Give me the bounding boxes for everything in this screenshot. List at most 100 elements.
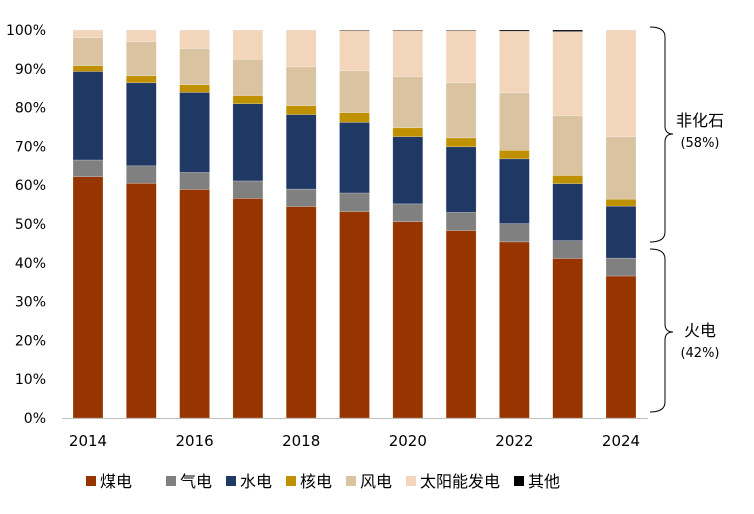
- legend-label: 核电: [300, 472, 332, 491]
- bar-segment-2023-4: [552, 115, 584, 176]
- bar-segment-2022-2: [499, 158, 530, 224]
- legend-item: 风电: [346, 472, 392, 491]
- legend-swatch: [226, 476, 236, 486]
- bar-segment-2023-2: [552, 183, 584, 241]
- y-tick-label: 50%: [15, 217, 46, 233]
- legend-label: 太阳能发电: [420, 472, 500, 491]
- bar-segment-2016-2: [179, 92, 210, 173]
- legend-label: 气电: [180, 472, 212, 491]
- legend-swatch: [286, 476, 296, 486]
- x-axis: 2014 2016 2018 2020 2022 2024: [69, 432, 640, 450]
- bar-segment-2014-5: [72, 29, 104, 39]
- bar-segment-2023-6: [552, 29, 584, 32]
- bar-segment-2023-3: [552, 175, 584, 184]
- bar-segment-2019-6: [339, 29, 370, 31]
- annotation-sub: (58%): [680, 136, 719, 151]
- bar-segment-2024-2: [605, 205, 637, 259]
- x-tick-label: 2016: [176, 432, 214, 450]
- x-tick-label: 2018: [282, 432, 320, 450]
- legend-label: 水电: [240, 472, 272, 491]
- bar-segment-2021-5: [445, 30, 477, 84]
- bar-segment-2023-5: [552, 31, 584, 117]
- bar-segment-2024-1: [605, 257, 637, 277]
- bar-segment-2014-2: [72, 71, 104, 161]
- bar-segment-2022-6: [499, 29, 530, 32]
- bar-segment-2021-4: [445, 82, 477, 139]
- bar-segment-2022-5: [499, 30, 530, 94]
- x-tick-label: 2024: [602, 432, 640, 450]
- bar-segment-2018-5: [285, 29, 317, 68]
- bar-segment-2019-2: [339, 122, 370, 194]
- bar-segment-2017-4: [232, 59, 264, 96]
- legend: 煤电 气电 水电 核电 风电 太阳能发电 其他: [86, 472, 560, 491]
- bar-segment-2017-2: [232, 103, 264, 182]
- annotation-sub: (42%): [680, 346, 719, 361]
- y-tick-label: 0%: [24, 411, 46, 427]
- bar-segment-2020-4: [392, 76, 424, 129]
- bar-segment-2020-3: [392, 127, 424, 138]
- bar-segment-2019-3: [339, 112, 370, 123]
- bar-segment-2024-0: [605, 275, 637, 419]
- y-tick-label: 70%: [15, 139, 46, 155]
- legend-label: 风电: [360, 472, 392, 491]
- bar-segment-2020-2: [392, 136, 424, 205]
- bar-segment-2019-5: [339, 30, 370, 72]
- brace-non-fossil: [649, 26, 674, 243]
- bar-segment-2015-1: [126, 165, 157, 184]
- legend-item: 核电: [286, 472, 332, 491]
- y-tick-label: 20%: [15, 333, 46, 349]
- bar-segment-2014-4: [72, 37, 104, 66]
- y-tick-label: 100%: [6, 23, 46, 39]
- bar-segment-2016-5: [179, 29, 210, 49]
- x-tick-label: 2014: [69, 432, 107, 450]
- bar-segment-2021-0: [445, 230, 477, 419]
- annotation-label: 火电: [684, 321, 716, 340]
- bar-segment-2018-1: [285, 188, 317, 207]
- legend-swatch: [86, 476, 96, 486]
- bar-segment-2015-4: [126, 41, 157, 77]
- bar-segment-2023-1: [552, 240, 584, 259]
- bar-segment-2014-3: [72, 65, 104, 72]
- bar-segment-2022-1: [499, 223, 530, 243]
- bar-segment-2024-4: [605, 136, 637, 200]
- bar-segment-2016-3: [179, 84, 210, 93]
- bar-segment-2020-1: [392, 203, 424, 222]
- bar-segment-2016-4: [179, 48, 210, 86]
- bar-segment-2022-4: [499, 92, 530, 151]
- bar-segment-2015-3: [126, 75, 157, 84]
- bar-segment-2020-0: [392, 221, 424, 419]
- legend-item: 煤电: [86, 472, 132, 491]
- x-tick-label: 2022: [495, 432, 533, 450]
- bar-segment-2017-1: [232, 180, 264, 199]
- legend-swatch: [346, 476, 356, 486]
- y-tick-label: 90%: [15, 62, 46, 78]
- bar-segment-2016-1: [179, 172, 210, 190]
- bar-segment-2024-5: [605, 29, 637, 137]
- legend-item: 其他: [514, 472, 560, 491]
- y-tick-label: 40%: [15, 256, 46, 272]
- legend-swatch: [514, 476, 524, 486]
- legend-swatch: [406, 476, 416, 486]
- bar-segment-2018-0: [285, 206, 317, 419]
- brace-thermal: [649, 248, 674, 413]
- legend-swatch: [166, 476, 176, 486]
- bar-segment-2023-0: [552, 258, 584, 419]
- bar-segment-2015-0: [126, 182, 157, 419]
- legend-item: 气电: [166, 472, 212, 491]
- bar-segment-2017-0: [232, 198, 264, 419]
- legend-item: 水电: [226, 472, 272, 491]
- bar-segment-2017-5: [232, 29, 264, 60]
- bar-segment-2016-0: [179, 189, 210, 419]
- bar-segment-2019-1: [339, 192, 370, 212]
- annotation-thermal: 火电 (42%): [649, 248, 720, 413]
- y-axis: 0% 10% 20% 30% 40% 50% 60% 70% 80% 90% 100%: [6, 23, 46, 427]
- y-tick-label: 30%: [15, 295, 46, 311]
- bar-segment-2021-6: [445, 29, 477, 31]
- bar-segment-2021-1: [445, 212, 477, 231]
- bar-segment-2019-4: [339, 70, 370, 113]
- bar-segment-2018-2: [285, 114, 317, 190]
- bar-segment-2015-5: [126, 29, 157, 42]
- bar-segment-2017-3: [232, 95, 264, 105]
- bar-segment-2020-6: [392, 29, 424, 31]
